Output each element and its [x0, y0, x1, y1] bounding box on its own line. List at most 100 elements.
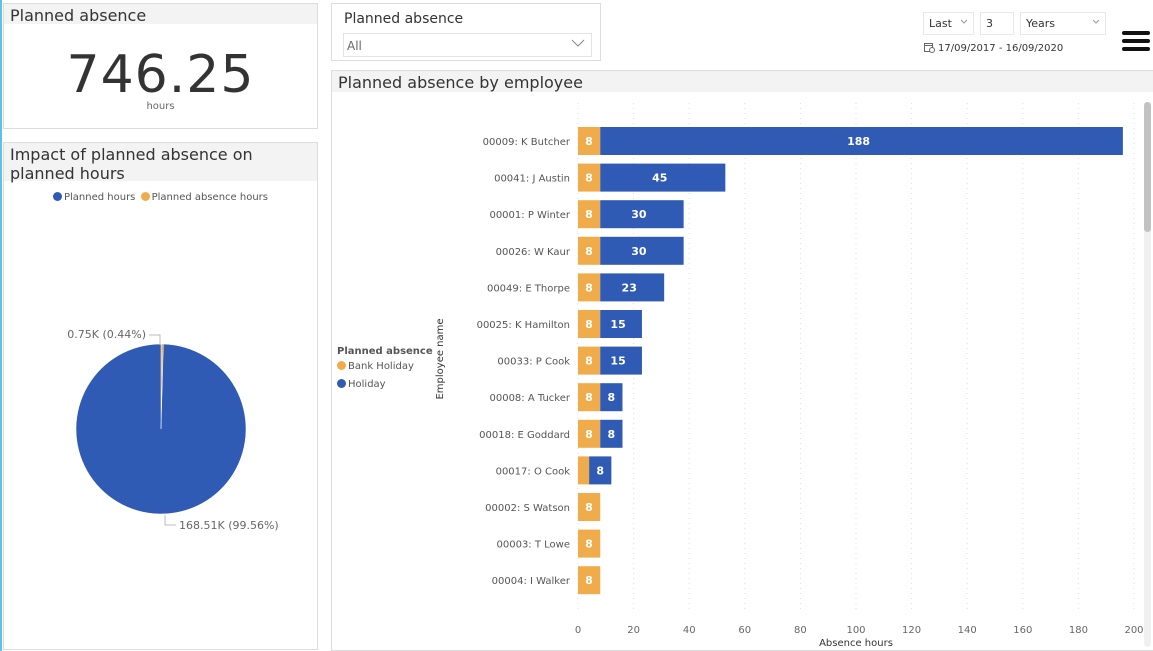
x-tick-label: 140 — [958, 625, 977, 636]
bar-data-label: 30 — [631, 245, 647, 258]
bar-data-label: 8 — [608, 428, 616, 441]
bar-data-label: 8 — [585, 391, 593, 404]
bar-legend: Planned absence Bank Holiday Holiday — [337, 346, 433, 397]
hamburger-menu-icon[interactable] — [1122, 31, 1150, 53]
bar-segment — [600, 346, 642, 375]
x-tick-label: 0 — [575, 625, 581, 636]
chevron-down-icon — [1092, 19, 1100, 24]
bar-segment — [578, 127, 601, 155]
bar-segment — [600, 163, 726, 192]
y-category-label: 00002: S Watson — [485, 503, 570, 514]
x-tick-label: 120 — [902, 625, 921, 636]
legend-label: Bank Holiday — [348, 361, 414, 372]
bar-segment — [600, 127, 1123, 155]
y-category-label: 00025: K Hamilton — [477, 320, 570, 331]
bar-segment — [578, 566, 601, 595]
bar-segment — [578, 163, 601, 192]
bar-segment — [578, 383, 601, 412]
bar-segment — [578, 273, 601, 302]
bar-segment — [578, 236, 601, 265]
bar-segment — [589, 456, 612, 485]
bar-segment — [600, 236, 684, 265]
pie-chart-title: Impact of planned absence on planned hou… — [4, 143, 317, 183]
bar-data-label: 8 — [608, 391, 616, 404]
chevron-down-icon — [571, 39, 585, 47]
bar-chart-panel: Planned absence by employee 0 20 40 60 80 100… — [331, 70, 1153, 651]
y-category-label: 00049: E Thorpe — [487, 283, 570, 294]
period-unit-select[interactable]: Years — [1020, 12, 1106, 35]
bar-data-label: 30 — [631, 208, 647, 221]
bar-data-label: 8 — [585, 281, 593, 294]
x-tick-label: 20 — [627, 625, 640, 636]
bar-segment — [578, 310, 601, 338]
bar-segment — [600, 200, 684, 229]
y-category-label: 00033: P Cook — [497, 357, 570, 368]
bar-data-label: 8 — [585, 355, 593, 368]
bar-data-label: 23 — [622, 281, 637, 294]
scrollbar-thumb[interactable] — [1144, 102, 1151, 232]
pie-legend-item[interactable]: Planned absence hours — [140, 192, 268, 203]
bar-legend-item[interactable]: Bank Holiday — [337, 361, 433, 372]
x-tick-label: 80 — [794, 625, 807, 636]
bar-data-label: 45 — [652, 172, 667, 185]
bar-legend-item[interactable]: Holiday — [337, 379, 433, 390]
kpi-value: 746.25 — [66, 45, 255, 105]
bar-segment — [578, 493, 601, 521]
left-accent-bar — [0, 0, 2, 651]
pie-leader-line — [149, 334, 161, 345]
period-unit-value: Years — [1026, 17, 1056, 30]
bar-segment — [600, 273, 665, 302]
y-category-label: 00026: W Kaur — [496, 247, 571, 258]
y-category-label: 00001: P Winter — [489, 210, 570, 221]
y-category-label: 00017: O Cook — [496, 466, 571, 477]
calendar-icon — [924, 43, 935, 53]
bar-data-label: 8 — [585, 428, 593, 441]
bar-segment — [600, 383, 623, 412]
period-select[interactable]: Last — [923, 12, 974, 35]
y-category-label: 00003: T Lowe — [497, 540, 571, 551]
bar-chart: 0 20 40 60 80 100 120 140 160 180 200 Absence hours… — [435, 103, 1144, 649]
x-tick-label: 60 — [738, 625, 751, 636]
bar-segment — [578, 346, 601, 375]
bar-legend-title: Planned absence — [337, 346, 433, 357]
legend-label: Holiday — [348, 379, 386, 390]
legend-dot-icon — [337, 379, 346, 388]
legend-dot-icon — [52, 192, 62, 201]
bar-segment — [600, 310, 642, 338]
pie-data-label: 0.75K (0.44%) — [67, 328, 146, 341]
kpi-title: Planned absence — [4, 4, 317, 25]
bar-segment — [600, 419, 623, 448]
slicer-dropdown[interactable]: All — [343, 33, 592, 57]
bar-data-label: 188 — [847, 135, 870, 148]
legend-dot-icon — [140, 192, 150, 201]
pie-slice — [75, 343, 247, 515]
date-range-text: 17/09/2017 - 16/09/2020 — [938, 43, 1064, 54]
pie-chart-panel: Impact of planned absence on planned hou… — [3, 142, 318, 650]
y-axis-label: Employee name — [435, 318, 446, 399]
bar-data-label: 15 — [610, 355, 625, 368]
period-select-value: Last — [929, 17, 952, 30]
bar-data-label: 8 — [585, 172, 593, 185]
date-range: 17/09/2017 - 16/09/2020 — [924, 42, 1063, 54]
x-tick-label: 40 — [683, 625, 696, 636]
bar-data-label: 8 — [585, 245, 593, 258]
period-count-input[interactable]: 3 — [980, 12, 1014, 35]
bar-segment — [578, 419, 601, 448]
y-category-label: 00008: A Tucker — [489, 393, 570, 404]
y-category-label: 00041: J Austin — [494, 174, 570, 185]
pie-legend: Planned hours Planned absence hours — [4, 192, 317, 203]
pie-legend-item[interactable]: Planned hours — [52, 192, 135, 203]
bar-data-label: 8 — [585, 318, 593, 331]
bar-segment — [578, 200, 601, 229]
x-tick-label: 180 — [1069, 625, 1088, 636]
planned-absence-slicer: Planned absence All — [331, 3, 601, 61]
chevron-down-icon — [960, 19, 968, 24]
x-axis-label: Absence hours — [819, 638, 893, 649]
legend-dot-icon — [337, 361, 346, 370]
period-count-value: 3 — [986, 17, 993, 30]
x-tick-label: 100 — [846, 625, 865, 636]
pie-data-label: 168.51K (99.56%) — [179, 519, 279, 532]
bar-data-label: 8 — [585, 135, 593, 148]
pie-chart: 0.75K (0.44%) 168.51K (99.56%) — [67, 328, 279, 532]
scrollbar-track[interactable] — [1144, 102, 1151, 647]
